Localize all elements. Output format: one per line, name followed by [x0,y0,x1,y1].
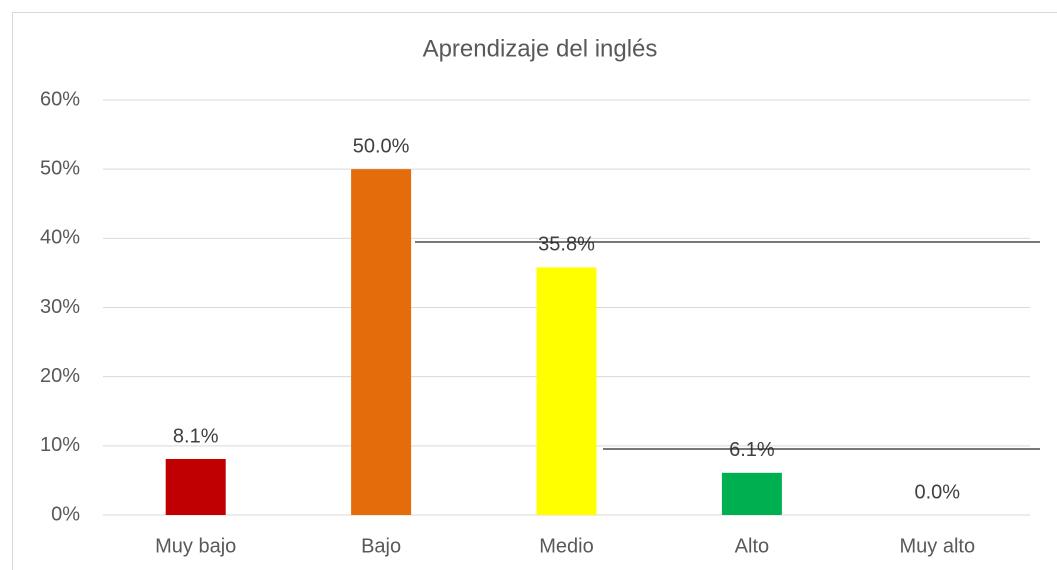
x-tick-label: Muy bajo [155,535,236,557]
x-tick-label: Alto [735,535,769,557]
bar [536,267,597,515]
data-label: 0.0% [915,481,961,503]
y-tick-label: 0% [51,503,80,525]
y-tick-label: 40% [40,227,80,249]
bar [721,472,782,515]
data-label: 8.1% [173,425,219,447]
chart-title: Aprendizaje del inglés [423,35,658,62]
y-tick-label: 50% [40,157,80,179]
y-tick-label: 60% [40,88,80,110]
bar [165,458,226,515]
y-tick-label: 10% [40,434,80,456]
x-tick-label: Medio [539,535,593,557]
bar [351,169,412,515]
x-tick-label: Muy alto [900,535,976,557]
data-label: 35.8% [538,234,595,256]
data-label: 50.0% [353,135,410,157]
x-tick-label: Bajo [361,535,401,557]
y-tick-label: 30% [40,296,80,318]
data-label: 6.1% [729,439,775,461]
y-tick-label: 20% [40,365,80,387]
